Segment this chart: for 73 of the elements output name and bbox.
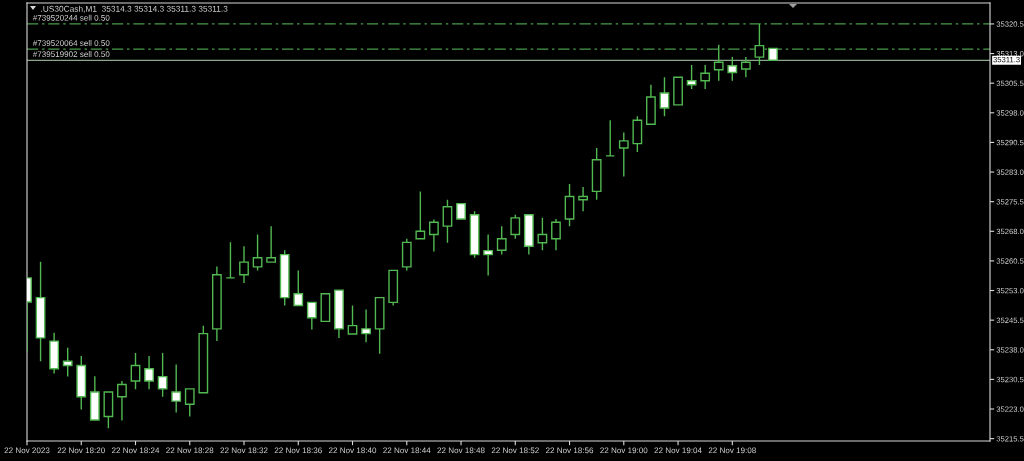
candlestick bbox=[578, 186, 588, 212]
candlestick bbox=[401, 238, 412, 272]
candlestick bbox=[618, 131, 629, 178]
x-tick-label: 22 Nov 18:32 bbox=[220, 447, 268, 454]
x-tick-label: 22 Nov 2023 bbox=[4, 447, 50, 454]
x-tick-label: 22 Nov 18:28 bbox=[166, 447, 214, 454]
candlestick bbox=[564, 183, 575, 227]
candlestick bbox=[306, 301, 317, 331]
x-tick-label: 22 Nov 18:40 bbox=[328, 447, 377, 454]
x-tick-label: 22 Nov 19:04 bbox=[654, 447, 702, 454]
candlestick bbox=[686, 64, 697, 90]
x-tick-label: 22 Nov 18:56 bbox=[545, 447, 594, 454]
candlestick bbox=[768, 47, 778, 61]
candlestick bbox=[713, 44, 724, 82]
candlestick bbox=[361, 308, 371, 343]
candlestick bbox=[537, 217, 548, 251]
x-tick-label: 22 Nov 18:52 bbox=[491, 447, 539, 454]
candlestick bbox=[117, 380, 127, 422]
candlestick bbox=[496, 225, 507, 256]
candlestick bbox=[605, 119, 616, 157]
candlestick bbox=[279, 249, 290, 307]
x-tick-label: 22 Nov 19:08 bbox=[708, 447, 756, 454]
candlestick bbox=[727, 56, 738, 82]
candlestick bbox=[144, 355, 154, 390]
candlestick bbox=[198, 324, 209, 394]
ref-line-label: #739520064 sell 0.50 bbox=[32, 40, 110, 46]
candlestick bbox=[252, 233, 263, 272]
candlestick bbox=[171, 363, 182, 414]
candlestick bbox=[225, 241, 236, 279]
candlestick bbox=[49, 332, 60, 375]
x-tick-label: 22 Nov 18:44 bbox=[383, 447, 431, 454]
candlestick bbox=[62, 347, 73, 378]
candlestick bbox=[754, 23, 765, 66]
candlestick bbox=[700, 64, 711, 90]
candlestick bbox=[320, 292, 331, 323]
candlestick bbox=[632, 115, 643, 153]
candlestick bbox=[659, 76, 670, 118]
candlestick bbox=[415, 190, 426, 240]
x-tick-label: 22 Nov 18:36 bbox=[274, 447, 322, 454]
ref-line-label: #739520244 sell 0.50 bbox=[32, 14, 110, 21]
candlestick bbox=[103, 391, 114, 430]
candlestick bbox=[740, 56, 751, 78]
candlestick bbox=[374, 296, 385, 355]
chart-title: .US30Cash,M1 35314.3 35314.3 35311.3 35311.3 bbox=[41, 5, 228, 13]
candlestick bbox=[591, 147, 602, 201]
candlestick bbox=[551, 218, 561, 251]
candlestick bbox=[469, 210, 480, 259]
candlestick bbox=[293, 269, 304, 307]
candlestick bbox=[646, 84, 656, 125]
candlestick bbox=[523, 213, 534, 256]
candlestick bbox=[157, 352, 168, 398]
x-tick-label: 22 Nov 18:20 bbox=[57, 447, 105, 454]
candlestick bbox=[442, 198, 453, 244]
candlestick bbox=[184, 388, 195, 418]
candlestick bbox=[429, 218, 439, 253]
x-tick-label: 22 Nov 18:48 bbox=[437, 447, 485, 454]
candlestick bbox=[211, 265, 222, 342]
candlestick bbox=[388, 269, 399, 307]
candlestick bbox=[76, 355, 87, 411]
candlestick bbox=[266, 225, 277, 263]
candlestick bbox=[239, 245, 249, 284]
candlestick bbox=[673, 76, 683, 106]
candlestick bbox=[347, 304, 358, 335]
candlestick bbox=[334, 289, 344, 339]
ref-line-label: #739519902 sell 0.50 bbox=[32, 51, 110, 58]
x-tick-label: 22 Nov 18:24 bbox=[111, 447, 160, 454]
candlestick bbox=[510, 213, 521, 240]
x-tick-label: 22 Nov 19:00 bbox=[600, 447, 648, 454]
candlestick bbox=[130, 352, 141, 390]
candlestick bbox=[456, 202, 466, 220]
candlestick bbox=[89, 375, 100, 421]
candlestick bbox=[483, 233, 494, 277]
candlestick bbox=[35, 260, 46, 362]
